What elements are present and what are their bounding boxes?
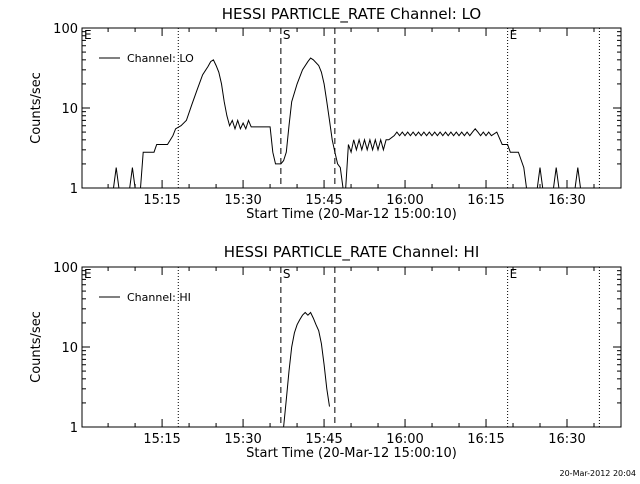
event-marker-label: E <box>84 28 92 42</box>
legend-label: Channel: HI <box>127 291 191 304</box>
x-tick-label: 15:15 <box>143 432 180 447</box>
x-tick-label: 16:00 <box>386 432 423 447</box>
x-tick-label: 15:30 <box>224 193 261 208</box>
x-axis-label: Start Time (20-Mar-12 15:00:10) <box>246 207 457 222</box>
event-marker-label: S <box>283 267 291 281</box>
x-tick-label: 15:45 <box>305 193 342 208</box>
y-tick-label: 1 <box>70 421 78 436</box>
y-tick-label: 100 <box>53 261 78 276</box>
x-tick-label: 15:45 <box>305 432 342 447</box>
x-axis-label: Start Time (20-Mar-12 15:00:10) <box>246 446 457 461</box>
event-marker-label: E <box>510 28 518 42</box>
x-tick-label: 16:15 <box>467 193 504 208</box>
series-line <box>283 311 330 428</box>
x-tick-label: 16:30 <box>548 193 585 208</box>
timestamp: 20-Mar-2012 20:04 <box>559 469 637 478</box>
series-line <box>113 57 581 189</box>
y-tick-label: 100 <box>53 22 78 37</box>
event-marker-label: S <box>283 28 291 42</box>
y-axis-label: Counts/sec <box>29 311 44 383</box>
event-marker-label: E <box>510 267 518 281</box>
y-axis-label: Counts/sec <box>29 72 44 144</box>
x-tick-label: 15:30 <box>224 432 261 447</box>
chart-hi-panel: HESSI PARTICLE_RATE Channel: HI 1 10 100 15:… <box>29 243 622 461</box>
y-tick-label: 1 <box>70 182 78 197</box>
event-marker-label: E <box>84 267 92 281</box>
chart-title: HESSI PARTICLE_RATE Channel: LO <box>222 5 481 24</box>
chart-lo-panel: HESSI PARTICLE_RATE Channel: LO 1 10 100 15:… <box>29 5 622 222</box>
x-tick-label: 16:30 <box>548 432 585 447</box>
y-tick-label: 10 <box>61 102 78 117</box>
x-tick-label: 15:15 <box>143 193 180 208</box>
legend-label: Channel: LO <box>127 52 194 65</box>
y-tick-label: 10 <box>61 341 78 356</box>
chart-title: HESSI PARTICLE_RATE Channel: HI <box>224 243 480 262</box>
x-tick-label: 16:15 <box>467 432 504 447</box>
x-tick-label: 16:00 <box>386 193 423 208</box>
